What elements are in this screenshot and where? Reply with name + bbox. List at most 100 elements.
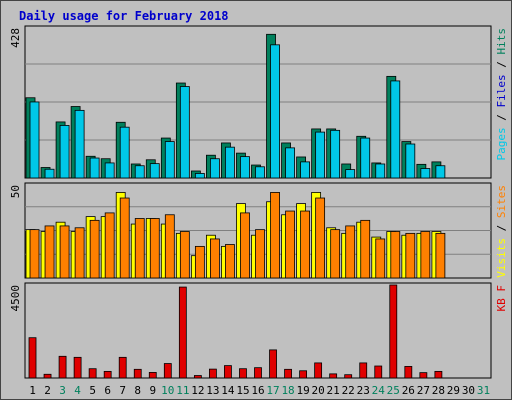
bar-files-day-5 xyxy=(89,157,100,179)
x-tick-label: 13 xyxy=(206,384,219,397)
x-tick-label: 1 xyxy=(29,384,36,397)
bar-sites-day-18 xyxy=(285,210,295,279)
x-tick-label: 14 xyxy=(221,384,235,397)
bar-kb-f-day-7 xyxy=(118,356,127,379)
x-tick-label: 23 xyxy=(357,384,370,397)
bar-files-day-3 xyxy=(59,125,70,179)
bar-kb-f-day-27 xyxy=(419,372,428,379)
bar-sites-day-16 xyxy=(255,229,265,279)
bar-sites-day-4 xyxy=(74,227,85,279)
legend-item: Pages xyxy=(495,127,508,160)
chart-title: Daily usage for February 2018 xyxy=(19,9,229,23)
bar-files-day-11 xyxy=(179,86,190,179)
bar-sites-day-19 xyxy=(300,210,310,279)
legend-item: Files xyxy=(495,74,508,107)
x-tick-label: 15 xyxy=(236,384,249,397)
x-tick-label: 10 xyxy=(161,384,174,397)
bar-files-day-16 xyxy=(255,166,265,179)
x-tick-label: 26 xyxy=(402,384,415,397)
x-tick-label: 11 xyxy=(176,384,189,397)
bar-kb-f-day-20 xyxy=(314,362,323,379)
legend-separator: / xyxy=(495,55,508,75)
x-tick-label: 21 xyxy=(327,384,340,397)
legend-item: KB F xyxy=(495,285,508,312)
legend-item: Hits xyxy=(495,28,508,55)
bar-files-day-17 xyxy=(270,44,280,179)
legend-item: Visits xyxy=(495,238,508,278)
bar-sites-day-25 xyxy=(390,231,401,279)
plot-area xyxy=(24,282,492,379)
bar-sites-day-17 xyxy=(270,192,280,279)
x-tick-label: 20 xyxy=(312,384,325,397)
bar-kb-f-day-10 xyxy=(163,363,172,379)
x-axis: 1 2 3 4 5 6 7 8 9 10 11 12 13 14 15 16 17 18 19 20 21 22 23 24 2… xyxy=(29,384,490,397)
bar-kb-f-day-16 xyxy=(254,367,262,379)
bar-kb-f-day-1 xyxy=(28,337,37,379)
bar-files-day-12 xyxy=(194,173,205,179)
y-max-label: 428 xyxy=(9,28,22,48)
bar-sites-day-20 xyxy=(315,197,326,279)
bar-files-day-8 xyxy=(134,165,145,179)
bar-kb-f-day-21 xyxy=(329,373,338,379)
bar-kb-f-day-13 xyxy=(209,368,217,379)
legend-separator: / xyxy=(495,108,508,128)
bar-sites-day-15 xyxy=(240,212,250,279)
bar-sites-day-3 xyxy=(59,225,70,279)
bar-files-day-1 xyxy=(29,101,40,179)
bar-sites-day-21 xyxy=(330,229,341,279)
bar-kb-f-day-5 xyxy=(88,368,97,379)
bar-files-day-4 xyxy=(74,109,85,179)
panel-visits-sites: 50 Visits / Sites xyxy=(9,182,508,279)
y-max-label: 50 xyxy=(9,185,22,198)
bar-sites-day-14 xyxy=(225,244,235,279)
bar-kb-f-day-6 xyxy=(103,370,112,379)
x-tick-label: 7 xyxy=(119,384,126,397)
panel-kbytes: 4500 KB F xyxy=(9,282,508,379)
x-tick-label: 22 xyxy=(342,384,355,397)
x-tick-label: 8 xyxy=(134,384,141,397)
bar-kb-f-day-26 xyxy=(404,366,413,379)
x-tick-label: 19 xyxy=(296,384,309,397)
bar-files-day-14 xyxy=(225,146,235,179)
bar-files-day-20 xyxy=(315,131,326,179)
bar-kb-f-day-25 xyxy=(389,284,398,379)
bar-files-day-28 xyxy=(435,165,446,179)
panel-pages-files-hits: 428 Pages / Files / Hits xyxy=(9,25,508,179)
bar-sites-day-24 xyxy=(375,238,386,279)
x-tick-label: 3 xyxy=(59,384,66,397)
legend-item: Sites xyxy=(495,185,508,218)
x-tick-label: 9 xyxy=(149,384,156,397)
legend: Pages / Files / Hits xyxy=(495,28,508,161)
x-tick-label: 2 xyxy=(44,384,51,397)
bar-kb-f-day-23 xyxy=(359,362,368,379)
bar-sites-day-5 xyxy=(89,219,100,279)
bar-kb-f-day-2 xyxy=(43,373,52,379)
bar-kb-f-day-12 xyxy=(193,375,202,379)
bar-sites-day-23 xyxy=(360,219,371,279)
legend: KB F xyxy=(495,285,508,312)
bar-files-day-13 xyxy=(210,158,220,179)
chart-panels: 428 Pages / Files / Hits 50 Visits / Sites 4… xyxy=(9,25,508,379)
x-tick-label: 28 xyxy=(432,384,445,397)
bar-kb-f-day-8 xyxy=(133,368,142,379)
bar-files-day-6 xyxy=(104,162,115,179)
bar-kb-f-day-28 xyxy=(434,370,443,379)
bar-files-day-25 xyxy=(390,80,401,179)
bar-files-day-7 xyxy=(119,126,130,179)
x-tick-label: 24 xyxy=(372,384,386,397)
bar-files-day-27 xyxy=(420,168,431,179)
x-tick-label: 31 xyxy=(477,384,490,397)
bar-files-day-18 xyxy=(285,147,295,179)
bar-sites-day-22 xyxy=(345,225,356,279)
bar-files-day-2 xyxy=(44,168,55,179)
x-tick-label: 18 xyxy=(281,384,294,397)
bar-files-day-19 xyxy=(300,161,310,179)
x-tick-label: 12 xyxy=(191,384,204,397)
bar-kb-f-day-17 xyxy=(269,349,277,379)
bar-sites-day-12 xyxy=(194,245,205,279)
bar-sites-day-1 xyxy=(29,229,40,279)
bar-sites-day-7 xyxy=(119,197,130,279)
bar-sites-day-9 xyxy=(149,218,160,279)
